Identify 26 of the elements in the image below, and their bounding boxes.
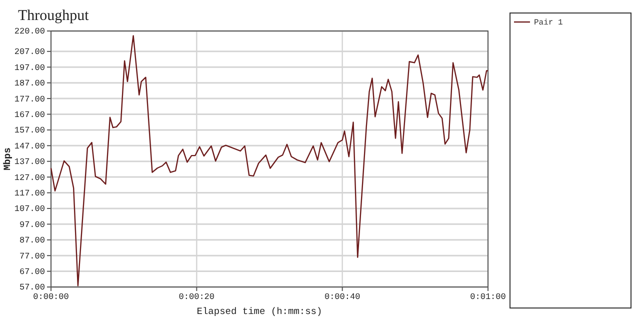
y-tick-label: 137.00: [14, 157, 45, 168]
y-tick-label: 167.00: [14, 110, 45, 120]
x-axis-title: Elapsed time (h:mm:ss): [196, 306, 322, 317]
y-tick-label: 127.00: [14, 172, 45, 183]
legend-label: Pair 1: [534, 18, 564, 28]
y-tick-label: 67.00: [19, 267, 45, 278]
y-tick-label: 207.00: [14, 47, 45, 58]
x-tick-label: 0:01:00: [470, 292, 506, 302]
y-axis-title: Mbps: [2, 147, 13, 170]
y-tick-label: 220.00: [14, 26, 45, 37]
y-tick-label: 57.00: [19, 282, 45, 293]
y-tick-label: 107.00: [14, 204, 45, 214]
y-tick-label: 77.00: [19, 251, 45, 262]
y-tick-label: 147.00: [14, 141, 45, 152]
y-tick-label: 197.00: [14, 62, 45, 73]
y-tick-label: 117.00: [14, 188, 45, 198]
y-tick-label: 97.00: [19, 220, 45, 230]
y-tick-label: 157.00: [14, 126, 45, 136]
y-tick-label: 187.00: [14, 78, 45, 89]
x-tick-label: 0:00:40: [324, 292, 360, 302]
y-tick-label: 177.00: [14, 94, 45, 104]
x-tick-label: 0:00:00: [33, 292, 69, 302]
x-tick-label: 0:00:20: [178, 292, 215, 302]
chart-title: Throughput: [18, 8, 90, 24]
y-tick-label: 87.00: [19, 236, 45, 246]
line-series: [50, 35, 489, 286]
